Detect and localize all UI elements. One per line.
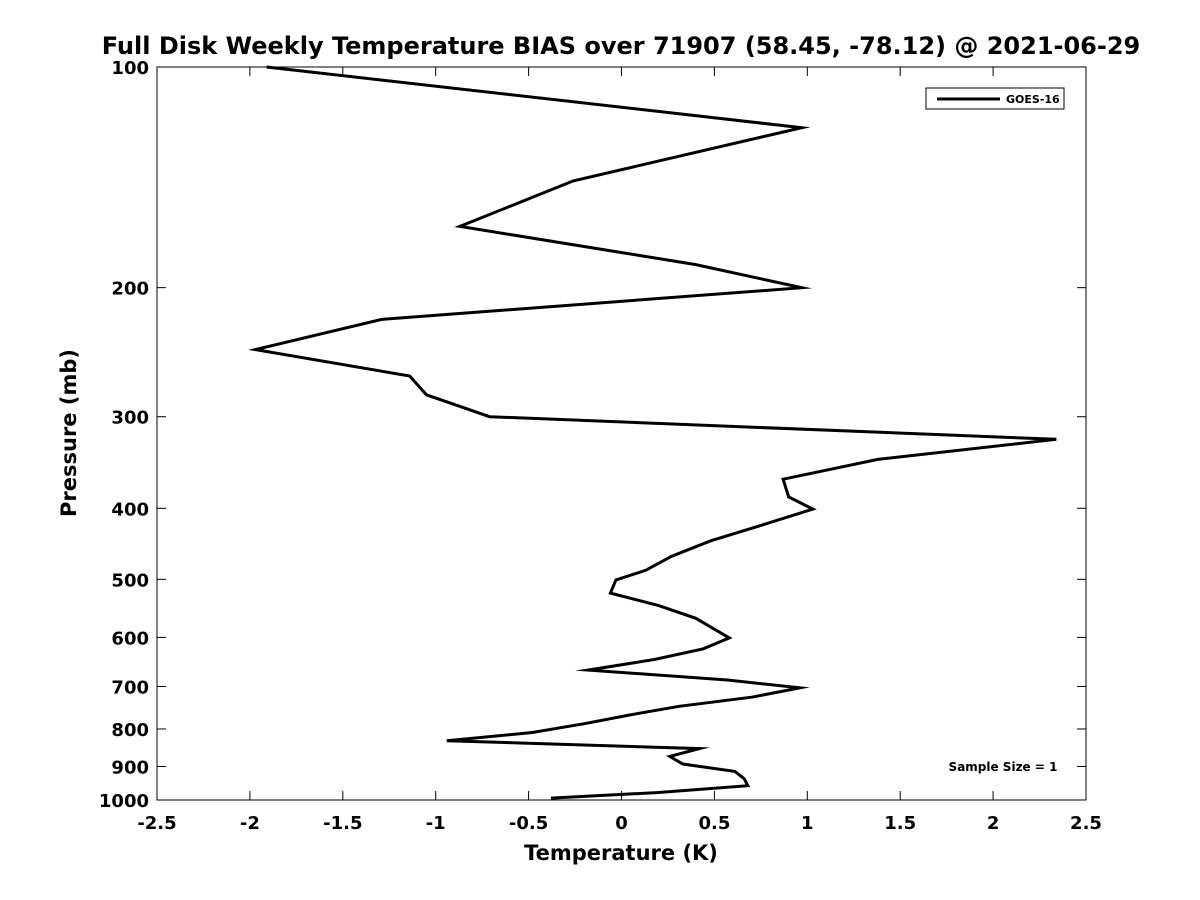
x-tick-label: -2 (240, 813, 260, 834)
y-axis-label: Pressure (mb) (57, 349, 81, 517)
series-line-goes-16 (248, 65, 1057, 800)
y-tick-label: 400 (111, 499, 149, 520)
legend-label-goes-16: GOES-16 (1006, 93, 1060, 106)
sample-size-annotation: Sample Size = 1 (949, 760, 1058, 774)
y-tick-label: 1000 (99, 791, 149, 812)
x-tick-label: -1.5 (323, 813, 362, 834)
x-tick-label: 2.5 (1070, 813, 1102, 834)
y-tick-label: 800 (111, 720, 149, 741)
y-tick-label: 200 (111, 279, 149, 300)
x-tick-label: 1 (801, 813, 814, 834)
chart-title: Full Disk Weekly Temperature BIAS over 7… (102, 32, 1141, 60)
x-tick-label: 0 (615, 813, 628, 834)
y-tick-label: 500 (111, 570, 149, 591)
y-tick-label: 700 (111, 677, 149, 698)
y-tick-label: 300 (111, 408, 149, 429)
x-tick-label: 0.5 (698, 813, 730, 834)
x-tick-label: 2 (987, 813, 1000, 834)
x-axis: -2.5 -2 -1.5 -1 -0.5 0 0.5 1 1.5 2 2.5 (137, 67, 1102, 834)
y-axis: 100 200 300 400 500 600 700 800 900 1000 (99, 58, 1086, 812)
x-tick-label: -1 (426, 813, 446, 834)
y-tick-label: 600 (111, 628, 149, 649)
series-layer (248, 65, 1057, 800)
y-tick-label: 900 (111, 757, 149, 778)
x-tick-label: -0.5 (509, 813, 548, 834)
x-axis-label: Temperature (K) (524, 841, 718, 865)
x-tick-label: 1.5 (884, 813, 916, 834)
legend: GOES-16 (925, 87, 1065, 110)
y-tick-label: 100 (111, 58, 149, 79)
x-tick-label: -2.5 (137, 813, 176, 834)
